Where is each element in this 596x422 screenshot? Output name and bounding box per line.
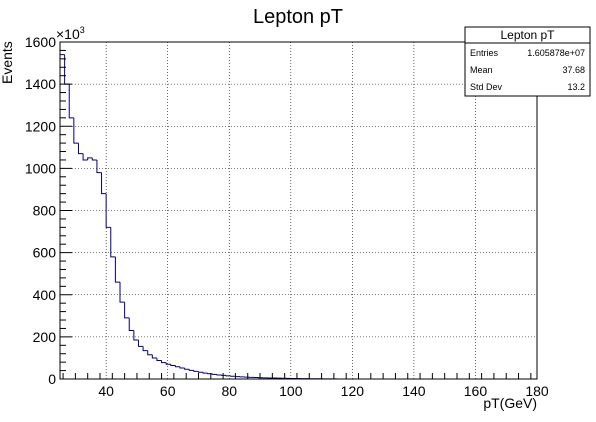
stats-mean-value: 37.68 (562, 65, 585, 75)
stats-box-title: Lepton pT (500, 28, 555, 42)
y-tick-label: 200 (33, 329, 57, 345)
stats-mean-label: Mean (470, 65, 493, 75)
histogram-bin (193, 370, 199, 372)
y-axis-label: Events (0, 41, 15, 84)
stats-entries-label: Entries (470, 48, 499, 58)
y-tick-label: 400 (33, 287, 57, 303)
histogram-bin (77, 143, 84, 155)
y-tick-label: 1000 (25, 160, 56, 176)
histogram-bin (73, 117, 79, 144)
histogram-bin (128, 317, 134, 332)
x-axis-ticks: 40 60 80 100 120 140 160 180 (62, 373, 549, 399)
histogram-bin (124, 302, 130, 319)
x-tick-label: 160 (464, 383, 488, 399)
stats-box: Lepton pT Entries 1.605878e+07 Mean 37.6… (464, 26, 591, 97)
histogram-bin (114, 256, 121, 283)
histogram-bin (101, 172, 107, 195)
histogram-bin (174, 365, 181, 368)
histogram-bin (142, 346, 148, 352)
x-tick-label: 180 (525, 383, 549, 399)
y-multiplier-base: ×10 (56, 26, 80, 42)
histogram-bin (179, 366, 185, 369)
histogram-bin (211, 373, 217, 375)
x-tick-label: 80 (221, 383, 237, 399)
stats-entries-value: 1.605878e+07 (527, 48, 585, 58)
histogram-bin (216, 374, 222, 376)
histogram-bin (188, 369, 194, 371)
stats-stddev-value: 13.2 (567, 82, 585, 92)
y-multiplier-exponent: 3 (80, 25, 85, 35)
histogram-bin (207, 373, 213, 375)
histogram-bin (137, 340, 144, 347)
histogram-bin (133, 330, 139, 341)
histogram-bin (165, 362, 171, 365)
y-axis-ticks: 0 200 400 600 800 1000 1200 1400 1600 (25, 34, 72, 387)
x-tick-label: 60 (160, 383, 176, 399)
histogram-bin (202, 372, 208, 374)
histogram-bin (91, 157, 97, 161)
histogram-bin (119, 282, 125, 303)
x-tick-label: 100 (279, 383, 303, 399)
histogram-bars (59, 54, 337, 380)
histogram-bin (105, 193, 111, 228)
histogram-bin (161, 360, 167, 364)
histogram-bin (87, 157, 93, 160)
y-tick-label: 1400 (25, 76, 56, 92)
histogram-bin (197, 371, 204, 373)
chart-title: Lepton pT (253, 6, 343, 28)
histogram-bin (170, 364, 176, 367)
stats-stddev-label: Std Dev (470, 82, 503, 92)
histogram-bin (184, 368, 190, 370)
histogram-bin (147, 350, 153, 356)
histogram-bin (82, 153, 88, 161)
y-tick-label: 1600 (25, 34, 56, 50)
histogram-bin (96, 159, 102, 174)
histogram-bin (151, 354, 157, 359)
histogram-bin (110, 227, 116, 258)
histogram-bin (68, 84, 74, 119)
x-tick-label: 140 (402, 383, 426, 399)
histogram-bin (156, 357, 162, 361)
y-tick-label: 600 (33, 245, 57, 261)
y-tick-label: 1200 (25, 118, 56, 134)
y-axis-multiplier: ×103 (56, 25, 85, 42)
x-tick-label: 120 (341, 383, 365, 399)
y-tick-label: 800 (33, 203, 57, 219)
histogram-bin (59, 54, 65, 379)
x-axis-label: pT(GeV) (483, 395, 537, 411)
y-tick-label: 0 (48, 371, 56, 387)
x-tick-label: 40 (98, 383, 114, 399)
